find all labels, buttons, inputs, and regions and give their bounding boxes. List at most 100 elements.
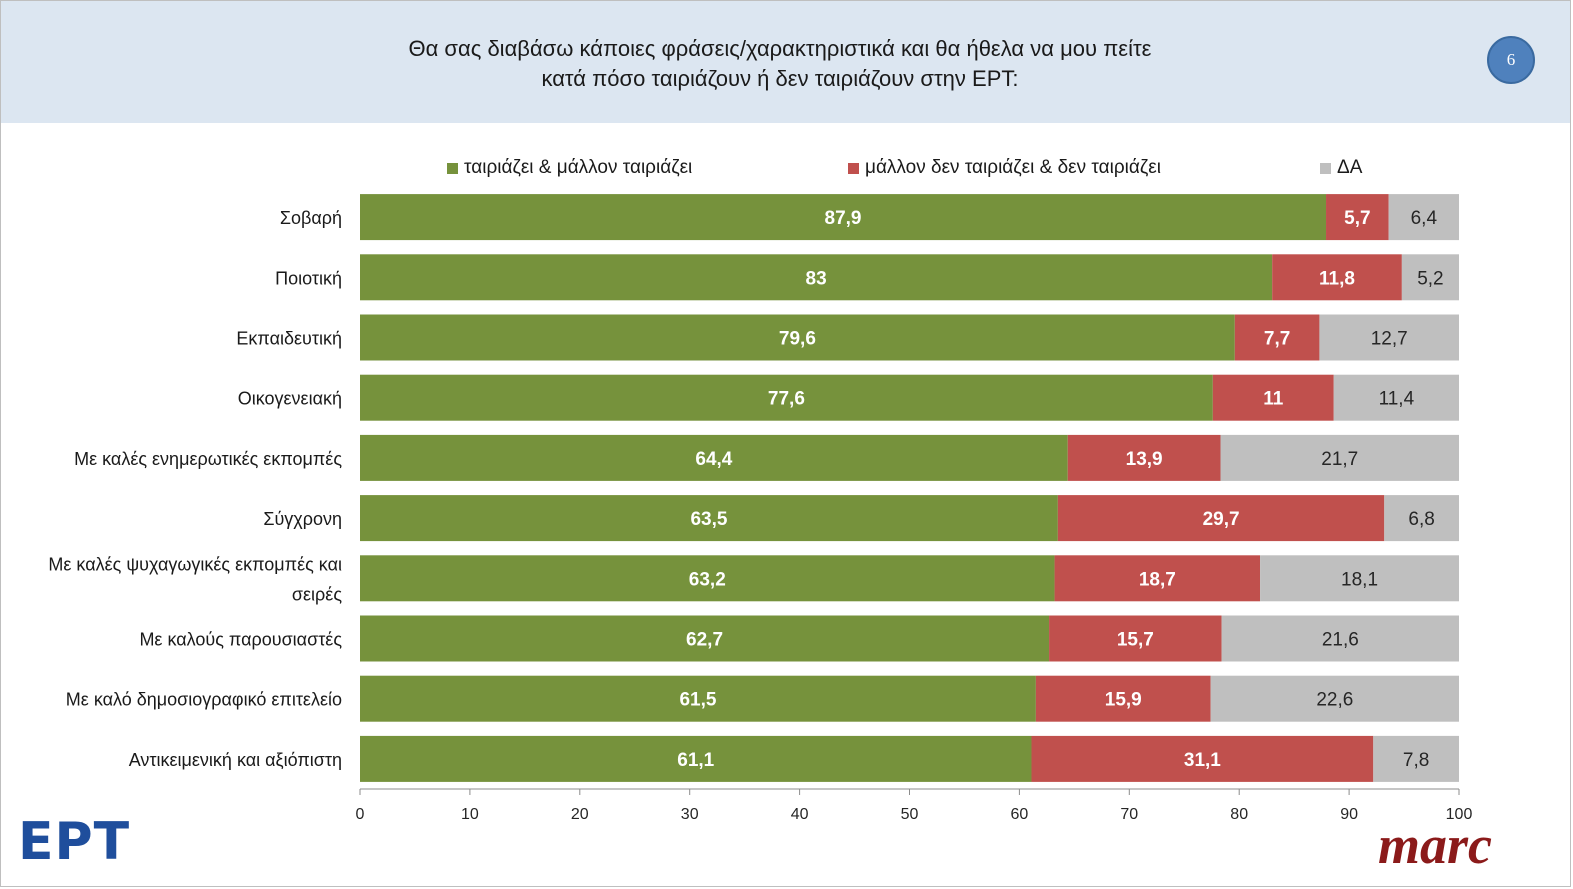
x-tick-label-90: 90 <box>1340 806 1358 823</box>
data-label-7-series-1: 63,2 <box>689 569 726 590</box>
x-tick-label-0: 0 <box>356 806 365 823</box>
bar-segment-4-series-2 <box>1212 374 1334 421</box>
bar-segment-5-series-1 <box>360 434 1068 481</box>
bar-segment-8-series-2 <box>1049 615 1222 662</box>
category-label-4: Οικογενειακή <box>238 389 342 409</box>
data-label-5-series-1: 64,4 <box>695 449 732 470</box>
data-label-8-series-2: 15,7 <box>1117 630 1154 651</box>
data-label-6-series-1: 63,5 <box>690 509 727 530</box>
bar-segment-8-series-1 <box>360 615 1050 662</box>
data-label-3-series-1: 79,6 <box>779 329 816 350</box>
category-label-5: Με καλές ενημερωτικές εκπομπές <box>74 449 342 469</box>
category-label-9: Με καλό δημοσιογραφικό επιτελείο <box>66 690 342 710</box>
marc-logo: marc <box>1378 815 1492 875</box>
data-label-8-series-1: 62,7 <box>686 630 723 651</box>
bar-segment-10-series-1 <box>360 735 1032 782</box>
legend-item-fit: ταιριάζει & μάλλον ταιριάζει <box>447 157 692 179</box>
bar-segment-4-series-1 <box>360 374 1213 421</box>
data-label-10-series-3: 7,8 <box>1403 750 1429 771</box>
legend-swatch-fit <box>447 162 458 174</box>
x-tick-label-80: 80 <box>1230 806 1248 823</box>
ert-logo: ΕΡΤ <box>18 812 131 872</box>
data-label-6-series-2: 29,7 <box>1203 509 1240 530</box>
data-label-2-series-2: 11,8 <box>1319 268 1355 289</box>
data-label-7-series-3: 18,1 <box>1341 569 1378 590</box>
bar-segment-2-series-1 <box>360 254 1273 301</box>
bar-segment-3-series-2 <box>1234 314 1320 361</box>
x-tick-label-60: 60 <box>1011 806 1029 823</box>
x-tick-label-20: 20 <box>571 806 589 823</box>
legend-label-not-fit: μάλλον δεν ταιριάζει & δεν ταιριάζει <box>865 157 1161 178</box>
data-label-6-series-3: 6,8 <box>1408 509 1434 530</box>
data-label-10-series-2: 31,1 <box>1184 750 1221 771</box>
bar-segment-6-series-2 <box>1057 495 1385 542</box>
bar-segment-2-series-3 <box>1401 254 1459 301</box>
bar-segment-9-series-2 <box>1035 675 1211 722</box>
legend-label-fit: ταιριάζει & μάλλον ταιριάζει <box>464 157 693 178</box>
data-label-7-series-2: 18,7 <box>1139 569 1176 590</box>
data-label-4-series-3: 11,4 <box>1379 389 1415 410</box>
bar-segment-7-series-3 <box>1260 555 1459 602</box>
bar-segment-9-series-1 <box>360 675 1036 722</box>
x-tick-label-100: 100 <box>1446 806 1473 823</box>
bar-segment-1-series-3 <box>1388 194 1459 241</box>
legend-swatch-not-fit <box>848 162 859 174</box>
bar-segment-4-series-3 <box>1333 374 1459 421</box>
bar-segment-6-series-1 <box>360 495 1058 542</box>
title-line-1: Θα σας διαβάσω κάποιες φράσεις/χαρακτηρι… <box>408 36 1152 61</box>
bar-segment-6-series-3 <box>1384 495 1459 542</box>
data-label-9-series-3: 22,6 <box>1316 690 1353 711</box>
x-tick-label-50: 50 <box>901 806 919 823</box>
bar-segment-9-series-3 <box>1210 675 1459 722</box>
category-label-7-line-2: σειρές <box>292 584 342 604</box>
data-label-2-series-1: 83 <box>806 268 827 289</box>
category-label-1: Σοβαρή <box>280 208 342 228</box>
data-label-2-series-3: 5,2 <box>1417 268 1443 289</box>
bar-segment-8-series-3 <box>1221 615 1459 662</box>
x-tick-label-10: 10 <box>461 806 479 823</box>
data-label-9-series-1: 61,5 <box>679 690 716 711</box>
bar-segment-3-series-1 <box>360 314 1235 361</box>
data-label-5-series-2: 13,9 <box>1126 449 1163 470</box>
category-label-7-line-1: Με καλές ψυχαγωγικές εκπομπές και <box>48 554 342 574</box>
data-label-10-series-1: 61,1 <box>677 750 714 771</box>
page-number-badge: 6 <box>1487 36 1535 84</box>
category-label-2: Ποιοτική <box>275 268 342 288</box>
bar-segment-10-series-3 <box>1373 735 1459 782</box>
bar-segment-10-series-2 <box>1031 735 1374 782</box>
x-tick-label-70: 70 <box>1120 806 1138 823</box>
data-label-5-series-3: 21,7 <box>1321 449 1358 470</box>
category-label-3: Εκπαιδευτική <box>236 329 342 349</box>
bar-segment-5-series-2 <box>1067 434 1221 481</box>
legend-item-dk: ΔΑ <box>1320 157 1362 179</box>
category-label-8: Με καλούς παρουσιαστές <box>139 630 342 650</box>
data-label-3-series-2: 7,7 <box>1264 329 1290 350</box>
x-tick-label-40: 40 <box>791 806 809 823</box>
data-label-8-series-3: 21,6 <box>1322 630 1359 651</box>
header-banner <box>1 1 1570 123</box>
title-line-2: κατά πόσο ταιριάζουν ή δεν ταιριάζουν στ… <box>541 66 1019 91</box>
bar-segment-3-series-3 <box>1319 314 1459 361</box>
bar-segment-1-series-2 <box>1326 194 1389 241</box>
bar-segment-7-series-1 <box>360 555 1055 602</box>
bar-segment-5-series-3 <box>1220 434 1459 481</box>
x-tick-label-30: 30 <box>681 806 699 823</box>
legend-swatch-dk <box>1320 162 1331 174</box>
data-label-3-series-3: 12,7 <box>1371 329 1408 350</box>
category-label-10: Αντικειμενική και αξιόπιστη <box>129 750 342 770</box>
data-label-4-series-2: 11 <box>1263 389 1284 410</box>
page-title: Θα σας διαβάσω κάποιες φράσεις/χαρακτηρι… <box>230 34 1330 94</box>
data-label-1-series-3: 6,4 <box>1411 208 1438 229</box>
bar-segment-2-series-2 <box>1272 254 1402 301</box>
legend-item-not-fit: μάλλον δεν ταιριάζει & δεν ταιριάζει <box>848 157 1161 179</box>
data-label-1-series-1: 87,9 <box>825 208 862 229</box>
legend-label-dk: ΔΑ <box>1337 157 1363 178</box>
data-label-1-series-2: 5,7 <box>1344 208 1370 229</box>
data-label-9-series-2: 15,9 <box>1105 690 1142 711</box>
bar-segment-1-series-1 <box>360 194 1327 241</box>
bar-segment-7-series-2 <box>1054 555 1261 602</box>
data-label-4-series-1: 77,6 <box>768 389 805 410</box>
category-label-6: Σύγχρονη <box>263 509 342 529</box>
